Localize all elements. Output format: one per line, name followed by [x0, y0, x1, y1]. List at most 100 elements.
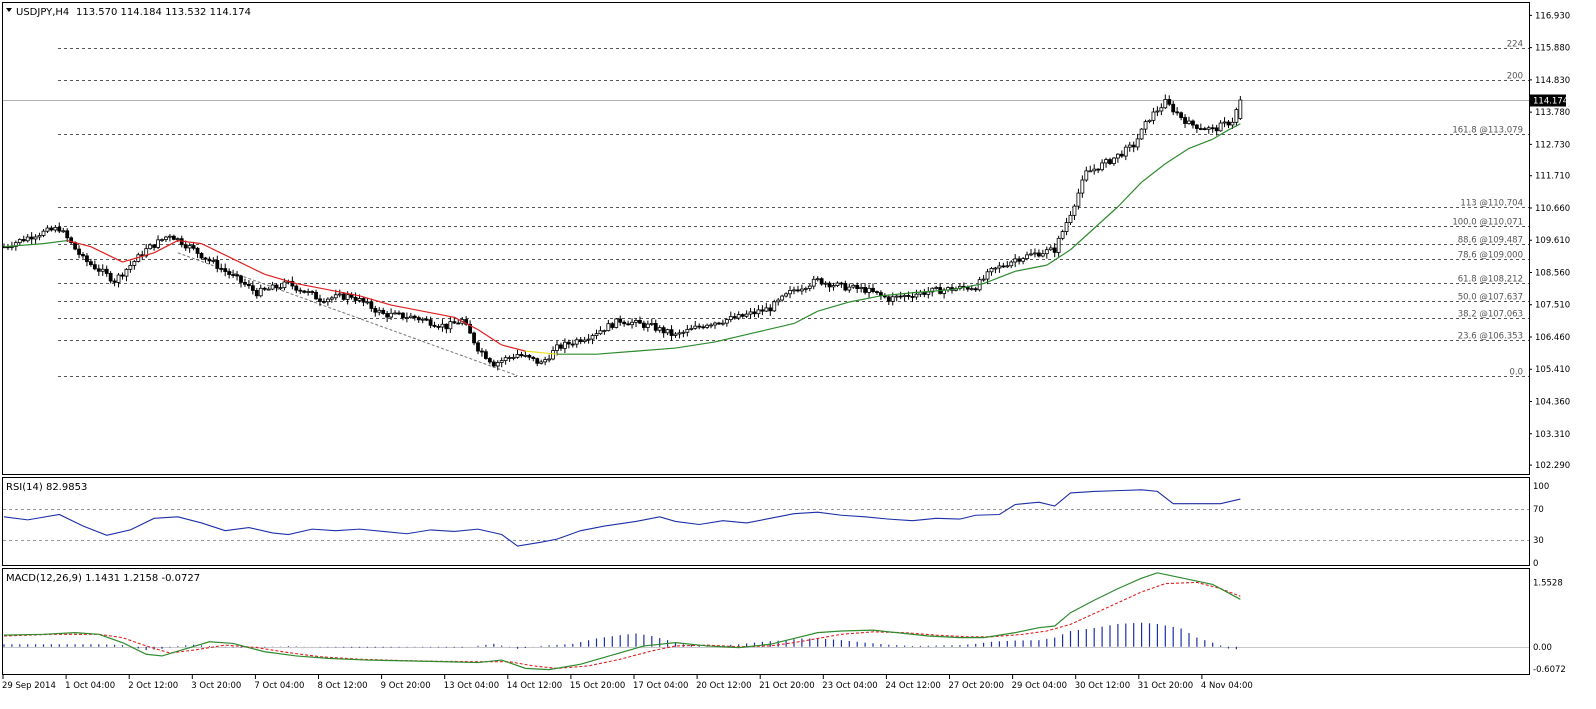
candle-body: [539, 361, 544, 364]
symbol-dropdown-icon[interactable]: [6, 8, 12, 12]
x-tick-label: 8 Oct 12:00: [318, 681, 368, 691]
candle-body: [993, 267, 998, 270]
candle-body: [420, 318, 425, 321]
candle-body: [167, 235, 172, 238]
ma-segment: [43, 239, 68, 245]
candle-body: [803, 288, 808, 290]
candle-body: [811, 278, 816, 287]
candle-body: [1104, 159, 1108, 164]
candle-body: [310, 291, 315, 293]
macd-tick-label: 0.00: [1533, 643, 1552, 653]
candle-body: [1076, 192, 1081, 207]
candle-body: [440, 323, 445, 328]
y-tick-label: 115.880: [1535, 44, 1570, 54]
candle-body: [819, 278, 824, 285]
candle-body: [578, 339, 583, 342]
x-tick-label: 20 Oct 12:00: [696, 681, 751, 691]
candle-body: [1191, 120, 1195, 126]
candle-body: [559, 344, 563, 349]
candle-body: [531, 356, 536, 360]
fib-level-label: 224: [1507, 40, 1523, 50]
candle-body: [717, 322, 721, 325]
candle-body: [855, 284, 860, 289]
fib-level-label: 38.2 @107.063: [1458, 310, 1523, 320]
candle-body: [1135, 138, 1140, 148]
candle-body: [65, 230, 70, 239]
ma-segment: [327, 289, 360, 297]
candle-body: [598, 330, 603, 335]
candle-body: [831, 285, 836, 288]
x-tick-label: 1 Oct 04:00: [65, 681, 115, 691]
fib-level-label: 161.8 @113.079: [1452, 126, 1523, 136]
ma-segment: [1046, 249, 1071, 266]
macd-label: MACD(12,26,9) 1.1431 1.2158 -0.0727: [6, 573, 200, 584]
ma-segment: [232, 258, 265, 275]
candle-body: [796, 289, 800, 292]
candle-body: [594, 333, 599, 336]
candle-body: [827, 282, 832, 288]
candle-body: [274, 284, 279, 289]
candle-body: [1238, 99, 1243, 119]
candle-body: [555, 344, 559, 351]
candle-body: [491, 361, 496, 367]
x-tick-label: 3 Oct 20:00: [191, 681, 241, 691]
candle-body: [1021, 258, 1025, 262]
fib-level-label: 78.6 @109.000: [1458, 251, 1523, 261]
y-tick-label: 105.410: [1535, 365, 1570, 375]
candle-body: [171, 235, 176, 240]
ma-segment: [153, 240, 179, 254]
candle-body: [535, 358, 540, 364]
candle-body: [266, 288, 271, 291]
candle-body: [148, 244, 153, 250]
candle-body: [1001, 265, 1006, 268]
candle-body: [227, 271, 232, 275]
candle-body: [1187, 120, 1191, 124]
candle-body: [1119, 153, 1124, 157]
candle-body: [262, 287, 267, 290]
x-tick-label: 13 Oct 04:00: [444, 681, 499, 691]
candle-body: [1139, 128, 1144, 140]
candle-body: [914, 293, 919, 298]
candle-body: [377, 309, 382, 313]
candle-body: [574, 339, 579, 345]
candle-body: [191, 245, 196, 249]
candle-body: [77, 248, 81, 255]
candle-body: [776, 299, 781, 303]
candle-body: [33, 236, 38, 240]
candle-body: [144, 248, 149, 257]
candle-body: [120, 274, 125, 277]
y-tick-label: 103.310: [1535, 430, 1570, 440]
candle-body: [780, 295, 785, 301]
candle-body: [705, 324, 709, 328]
rsi-line: [3, 489, 1241, 547]
candle-body: [1056, 237, 1061, 253]
candle-body: [57, 227, 62, 232]
candle-body: [1116, 153, 1120, 159]
candle-body: [361, 298, 366, 303]
fib-level-label: 50.0 @107.637: [1458, 293, 1523, 303]
candle-body: [669, 329, 674, 336]
ma-segment: [177, 239, 202, 245]
candle-body: [337, 293, 342, 296]
candle-body: [1226, 121, 1231, 126]
candle-body: [602, 330, 607, 332]
macd-main-line: [3, 572, 1241, 671]
candle-body: [456, 322, 461, 325]
candle-body: [152, 244, 157, 248]
candle-body: [487, 358, 492, 363]
candle-body: [156, 239, 160, 248]
y-tick-label: 106.460: [1535, 333, 1570, 343]
candle-body: [981, 278, 986, 281]
candle-body: [1218, 122, 1223, 132]
candle-body: [476, 342, 480, 352]
candle-body: [1147, 119, 1152, 123]
ma-segment: [359, 295, 392, 306]
candle-body: [511, 356, 516, 359]
candle-body: [246, 283, 251, 287]
candle-body: [69, 237, 74, 243]
ma-segment: [201, 243, 234, 260]
candle-body: [302, 290, 307, 293]
candle-body: [116, 274, 121, 283]
candle-body: [254, 290, 259, 297]
